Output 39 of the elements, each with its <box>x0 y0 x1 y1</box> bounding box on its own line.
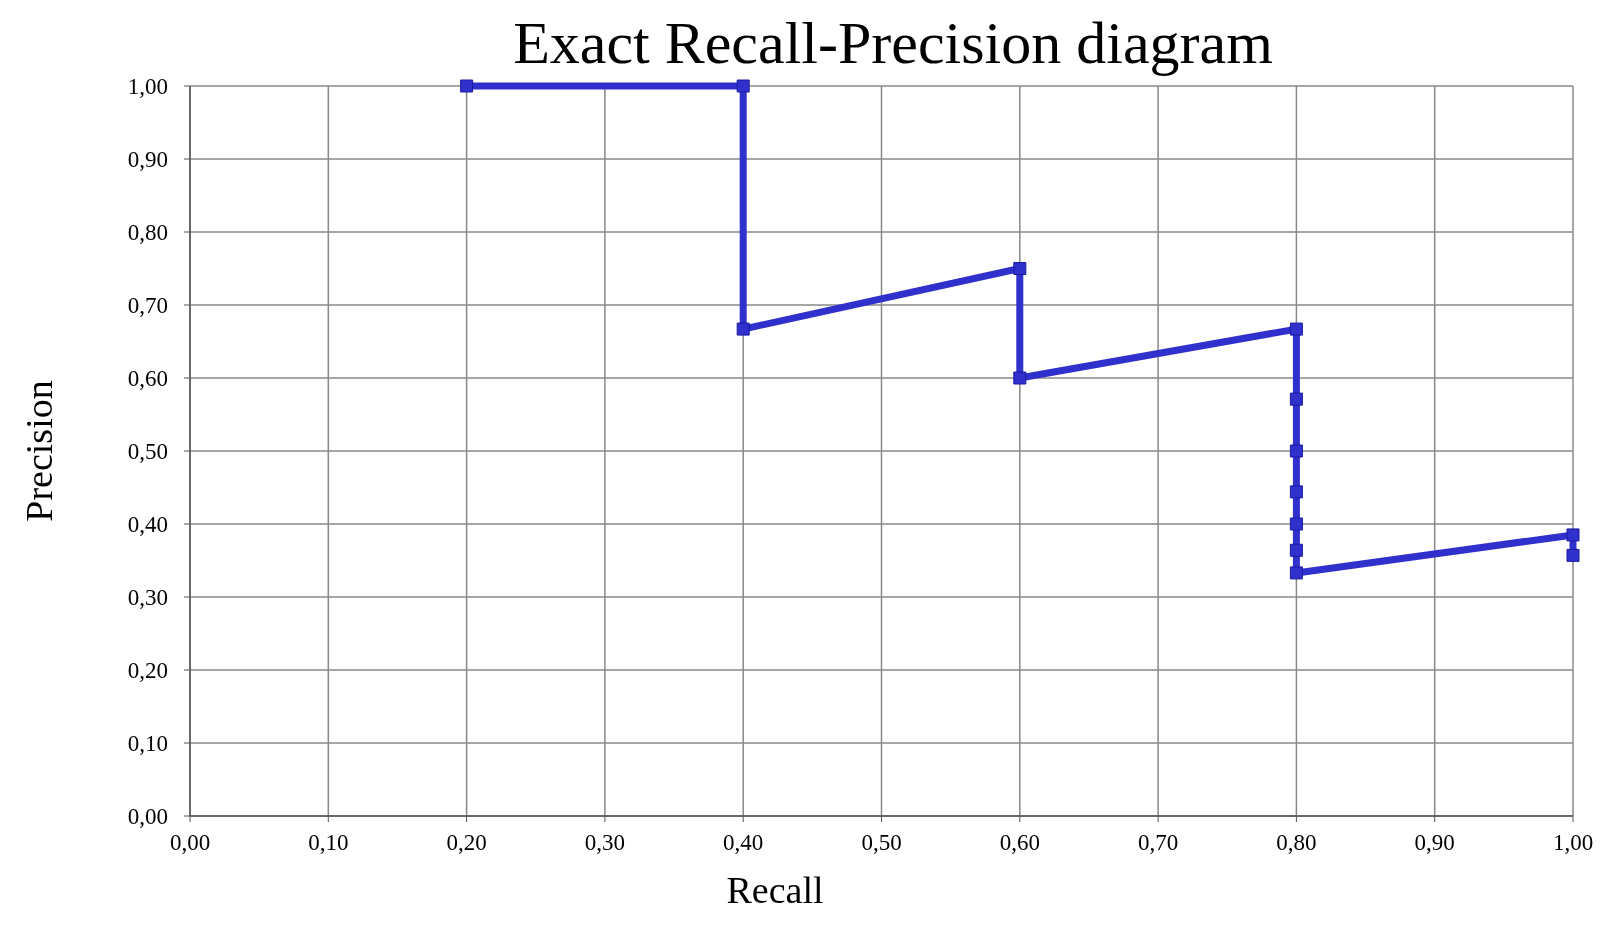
point <box>1289 543 1303 557</box>
y-tick-label: 0,20 <box>127 658 168 684</box>
point <box>1289 322 1303 336</box>
y-tick-label: 0,80 <box>127 220 168 246</box>
point <box>1289 392 1303 406</box>
x-tick-label: 0,00 <box>169 830 211 855</box>
y-axis-title: Precision <box>18 380 60 522</box>
point <box>1289 444 1303 458</box>
x-tick-label: 0,40 <box>723 830 764 855</box>
x-tick-label: 0,70 <box>1137 830 1179 855</box>
x-tick-label: 0,30 <box>584 830 626 855</box>
y-tick-label: 0,30 <box>127 585 168 611</box>
y-tick-label: 0,60 <box>127 366 168 392</box>
x-tick-label: 0,50 <box>861 830 902 855</box>
point <box>1289 485 1303 499</box>
y-tick-label: 0,40 <box>127 512 168 538</box>
point <box>1289 517 1303 531</box>
y-tick-label: 0,00 <box>127 804 168 830</box>
y-tick-label: 1,00 <box>127 74 168 100</box>
x-tick-label: 0,20 <box>446 830 487 855</box>
y-tick-label: 0,70 <box>127 293 168 319</box>
chart-title: Exact Recall-Precision diagram <box>513 10 1273 76</box>
x-tick-label: 0,90 <box>1414 830 1455 855</box>
y-tick-label: 0,10 <box>127 731 168 757</box>
point <box>736 79 750 93</box>
y-tick-label: 0,90 <box>127 147 168 173</box>
x-tick-label: 0,10 <box>308 830 349 855</box>
x-tick-label: 1,00 <box>1552 830 1594 855</box>
point <box>1566 548 1580 562</box>
y-tick-label: 0,50 <box>127 439 168 465</box>
point <box>736 322 750 336</box>
x-tick-label: 0,80 <box>1276 830 1317 855</box>
point <box>1289 566 1303 580</box>
x-tick-label: 0,60 <box>999 830 1040 855</box>
point <box>1013 371 1027 385</box>
point <box>1013 262 1027 275</box>
x-axis-title: Recall <box>726 869 824 911</box>
point <box>460 79 474 93</box>
point <box>1566 528 1580 542</box>
